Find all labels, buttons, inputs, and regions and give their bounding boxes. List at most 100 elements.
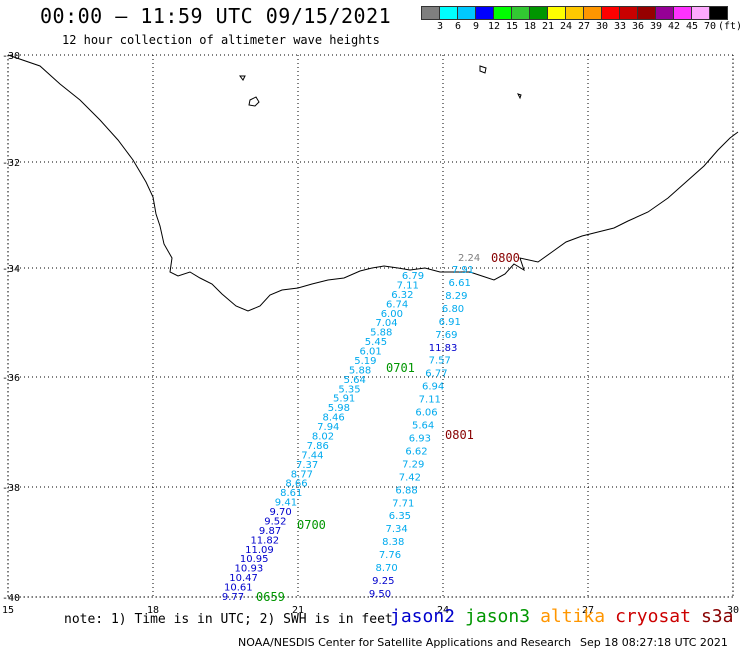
pass-time-label: 0700	[297, 518, 326, 532]
swh-value: 7.04	[375, 318, 397, 329]
swh-value: 10.93	[235, 564, 264, 575]
wave-height-colorbar	[421, 6, 728, 20]
swh-value: 9.77	[222, 592, 244, 603]
latitude-tick-label: -40	[2, 593, 20, 604]
swh-value: 8.46	[322, 413, 344, 424]
colorbar-swatch	[547, 6, 566, 20]
longitude-tick-label: 27	[582, 605, 594, 616]
colorbar-swatch	[493, 6, 512, 20]
swh-value: 7.94	[317, 422, 339, 433]
swh-value: 6.80	[442, 304, 464, 315]
swh-value: 6.74	[386, 299, 408, 310]
swh-value: 7.11	[419, 395, 441, 406]
swh-value: 7.69	[435, 330, 457, 341]
island	[479, 65, 487, 74]
swh-value: 6.88	[395, 485, 417, 496]
latitude-tick-label: -32	[2, 158, 20, 169]
longitude-tick-label: 30	[727, 605, 739, 616]
colorbar-swatch	[601, 6, 620, 20]
island	[239, 75, 246, 81]
swh-value: 7.71	[392, 498, 414, 509]
island	[517, 93, 522, 100]
colorbar-label: 70	[703, 21, 717, 32]
swh-value: 6.01	[360, 347, 382, 358]
colorbar-swatch	[529, 6, 548, 20]
swh-value: 6.00	[381, 309, 403, 320]
map-title: 00:00 – 11:59 UTC 09/15/2021	[40, 4, 392, 28]
swh-value: 5.64	[344, 375, 366, 386]
swh-value: 8.70	[376, 563, 398, 574]
swh-value: 6.06	[415, 408, 437, 419]
latitude-tick-label: -38	[2, 483, 20, 494]
colorbar-label: 15	[505, 21, 519, 32]
generated-timestamp: Sep 18 08:27:18 UTC 2021	[580, 636, 728, 649]
swh-value: 6.62	[405, 446, 427, 457]
swh-value: 6.93	[409, 433, 431, 444]
pass-time-label: 0701	[386, 361, 415, 375]
swh-value: 6.79	[402, 271, 424, 282]
swh-value: 7.76	[379, 550, 401, 561]
swh-value: 8.29	[445, 291, 467, 302]
mission-legend-item: altika	[540, 606, 606, 627]
pass-time-label: 0800	[491, 251, 520, 265]
swh-value: 5.88	[349, 365, 371, 376]
colorbar-label: 3	[436, 21, 444, 32]
colorbar-label: 27	[577, 21, 591, 32]
colorbar-label: 36	[631, 21, 645, 32]
colorbar-swatch	[457, 6, 476, 20]
swh-value: 5.19	[354, 356, 376, 367]
colorbar-swatch	[673, 6, 692, 20]
swh-value: 7.11	[397, 280, 419, 291]
colorbar-label: 6	[454, 21, 462, 32]
swh-value: 5.45	[365, 337, 387, 348]
colorbar-label: 42	[667, 21, 681, 32]
swh-value: 5.35	[338, 384, 360, 395]
swh-value: 6.94	[422, 382, 444, 393]
mission-legend-item: cryosat	[615, 606, 691, 627]
colorbar-label: 18	[523, 21, 537, 32]
colorbar-label: 21	[541, 21, 555, 32]
swh-value: 7.29	[402, 459, 424, 470]
swh-value: 9.87	[259, 526, 281, 537]
mission-legend-item: jason3	[465, 606, 531, 627]
pass-time-label: 0659	[256, 590, 285, 604]
swh-value: 8.02	[312, 432, 334, 443]
colorbar-label: 24	[559, 21, 573, 32]
latitude-tick-label: -34	[2, 264, 20, 275]
colorbar-label: 39	[649, 21, 663, 32]
swh-value: 6.35	[389, 511, 411, 522]
mission-legend-item: jason2	[390, 606, 456, 627]
swh-value: 9.52	[264, 516, 286, 527]
latitude-tick-label: -36	[2, 373, 20, 384]
swh-value: 5.88	[370, 328, 392, 339]
swh-value: 10.61	[224, 583, 253, 594]
swh-value: 6.91	[439, 317, 461, 328]
credit-text: NOAA/NESDIS Center for Satellite Applica…	[238, 636, 572, 649]
pass-time-label: 0801	[445, 428, 474, 442]
swh-value: 9.25	[372, 576, 394, 587]
swh-value: 8.61	[280, 488, 302, 499]
colorbar-swatch	[637, 6, 656, 20]
colorbar-swatch	[475, 6, 494, 20]
map-subtitle: 12 hour collection of altimeter wave hei…	[62, 33, 380, 47]
swh-value: 7.42	[399, 472, 421, 483]
colorbar-swatch	[709, 6, 728, 20]
colorbar-label: 12	[487, 21, 501, 32]
altimeter-tracks: 6.797.116.326.746.007.045.885.456.015.19…	[222, 251, 520, 604]
swh-value: 11.82	[250, 535, 279, 546]
map-frame	[7, 54, 734, 598]
colorbar-label: 45	[685, 21, 699, 32]
colorbar-swatch	[583, 6, 602, 20]
longitude-tick-label: 18	[147, 605, 159, 616]
colorbar-swatch	[691, 6, 710, 20]
swh-value: 2.24	[458, 253, 480, 264]
swh-value: 6.61	[449, 278, 471, 289]
swh-value: 5.64	[412, 421, 434, 432]
swh-value: 7.44	[301, 450, 323, 461]
mission-legend: jason2 jason3 altika cryosat s3a	[390, 606, 740, 627]
swh-value: 6.32	[391, 290, 413, 301]
colorbar-swatch	[439, 6, 458, 20]
longitude-tick-label: 21	[292, 605, 304, 616]
swh-value: 10.47	[229, 573, 258, 584]
